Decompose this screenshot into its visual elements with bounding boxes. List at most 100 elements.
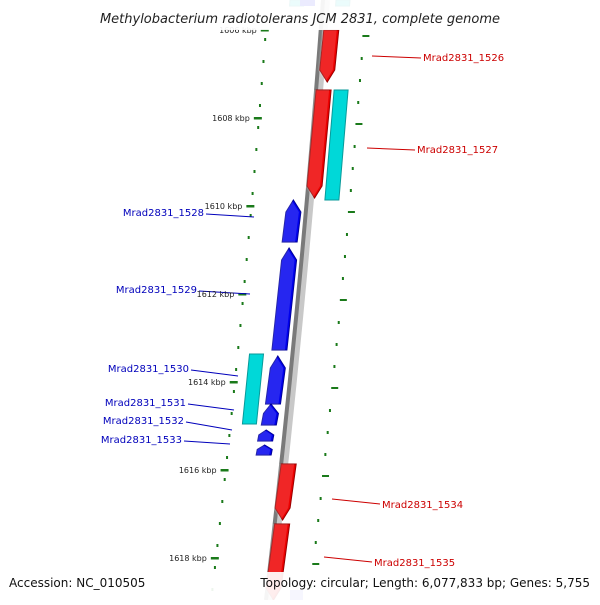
minor-tick — [253, 170, 256, 173]
outer-major-tick — [362, 35, 370, 37]
label-leader — [185, 421, 233, 431]
label-leader — [331, 498, 381, 505]
scale-label: 1606 kbp — [219, 26, 257, 35]
tick-marks — [210, 29, 370, 591]
major-tick — [220, 469, 229, 472]
scale-label: 1618 kbp — [169, 554, 207, 563]
minor-tick — [262, 60, 265, 63]
outer-minor-tick — [337, 321, 340, 324]
gene-label[interactable]: Mrad2831_1530 — [108, 364, 189, 375]
scale-label: 1610 kbp — [205, 202, 243, 211]
outer-major-tick — [347, 211, 355, 213]
outer-minor-tick — [341, 277, 344, 280]
outer-major-tick — [312, 563, 320, 565]
gene-highlight — [263, 356, 284, 404]
gene-label[interactable]: Mrad2831_1533 — [101, 435, 182, 446]
outer-minor-tick — [335, 343, 338, 346]
gene-Mrad2831_1529[interactable] — [271, 247, 298, 351]
minor-tick — [223, 478, 226, 481]
outer-minor-tick — [343, 255, 346, 258]
label-leader — [323, 556, 373, 563]
gene-label[interactable]: Mrad2831_1532 — [103, 416, 184, 427]
outer-major-tick — [322, 475, 330, 477]
gene-Mrad2831_1528[interactable] — [281, 199, 302, 243]
gene-highlight — [269, 248, 295, 350]
gene-highlight — [259, 404, 277, 425]
outer-minor-tick — [319, 497, 322, 500]
minor-tick — [247, 236, 250, 239]
gene-label[interactable]: Mrad2831_1534 — [382, 500, 463, 511]
gene-Mrad2831_1532[interactable] — [257, 429, 275, 442]
outer-minor-tick — [328, 409, 331, 412]
gene-Mrad2831_1531[interactable] — [260, 403, 280, 426]
minor-tick — [239, 324, 242, 327]
minor-tick — [245, 258, 248, 261]
minor-tick — [241, 302, 244, 305]
gene-Mrad2831_1530[interactable] — [264, 355, 286, 405]
scale-label: 1616 kbp — [179, 466, 217, 475]
major-tick — [238, 293, 247, 296]
title-backdrop — [0, 0, 600, 30]
accession-text: Accession: NC_010505 — [9, 576, 145, 590]
outer-minor-tick — [326, 431, 329, 434]
outer-minor-tick — [351, 167, 354, 170]
gene-labels: Mrad2831_1526 Mrad2831_1527 Mrad2831_1528 M… — [101, 53, 504, 569]
outer-minor-tick — [358, 79, 361, 82]
rna-feature — [324, 89, 349, 201]
map-title: Methylobacterium radiotolerans JCM 2831,… — [100, 12, 500, 27]
label-leader — [187, 403, 235, 411]
minor-tick — [258, 104, 261, 107]
minor-tick — [243, 280, 246, 283]
outer-major-tick — [339, 299, 347, 301]
outer-minor-tick — [314, 541, 317, 544]
minor-tick — [249, 214, 252, 217]
outer-minor-tick — [317, 519, 320, 522]
gene-highlight — [317, 30, 337, 82]
scale-labels: 1606 kbp 1608 kbp 1610 kbp 1612 kbp 1614 kbp… — [169, 26, 257, 563]
major-tick — [260, 29, 269, 32]
minor-tick — [264, 38, 267, 41]
gene-Mrad2831_1533[interactable] — [255, 444, 273, 456]
gene-label[interactable]: Mrad2831_1535 — [374, 558, 455, 569]
outer-minor-tick — [353, 145, 356, 148]
outer-minor-tick — [349, 189, 352, 192]
gene-highlight — [255, 430, 272, 441]
gene-highlight — [273, 464, 295, 520]
label-leader — [190, 369, 239, 377]
scale-label: 1612 kbp — [197, 290, 235, 299]
backbone-line — [264, 0, 325, 601]
major-tick — [253, 117, 262, 120]
footer-backdrop — [0, 572, 600, 600]
label-leader — [366, 147, 416, 151]
label-leader — [205, 213, 255, 218]
minor-tick — [232, 390, 235, 393]
label-leader — [183, 440, 231, 445]
minor-tick — [218, 522, 221, 525]
minor-tick — [260, 82, 263, 85]
outer-minor-tick — [324, 453, 327, 456]
gene-highlight — [305, 90, 330, 198]
minor-tick — [230, 412, 233, 415]
outer-minor-tick — [333, 365, 336, 368]
outer-minor-tick — [357, 101, 360, 104]
scale-label: 1608 kbp — [212, 114, 250, 123]
gene-label[interactable]: Mrad2831_1526 — [423, 53, 504, 64]
minor-tick — [228, 434, 231, 437]
gene-label[interactable]: Mrad2831_1529 — [116, 285, 197, 296]
scale-label: 1614 kbp — [188, 378, 226, 387]
gene-label[interactable]: Mrad2831_1528 — [123, 208, 204, 219]
summary-text: Topology: circular; Length: 6,077,833 bp… — [259, 576, 590, 590]
gene-label[interactable]: Mrad2831_1527 — [417, 145, 498, 156]
minor-tick — [221, 500, 224, 503]
major-tick — [210, 557, 219, 560]
gene-Mrad2831_1527[interactable] — [306, 89, 332, 199]
gene-Mrad2831_1534[interactable] — [274, 463, 297, 521]
rna-feature — [241, 353, 265, 425]
major-tick — [246, 205, 255, 208]
minor-tick — [226, 456, 229, 459]
label-leader — [198, 290, 251, 295]
gene-highlight — [254, 445, 271, 455]
minor-tick — [257, 126, 260, 129]
gene-label[interactable]: Mrad2831_1531 — [105, 398, 186, 409]
